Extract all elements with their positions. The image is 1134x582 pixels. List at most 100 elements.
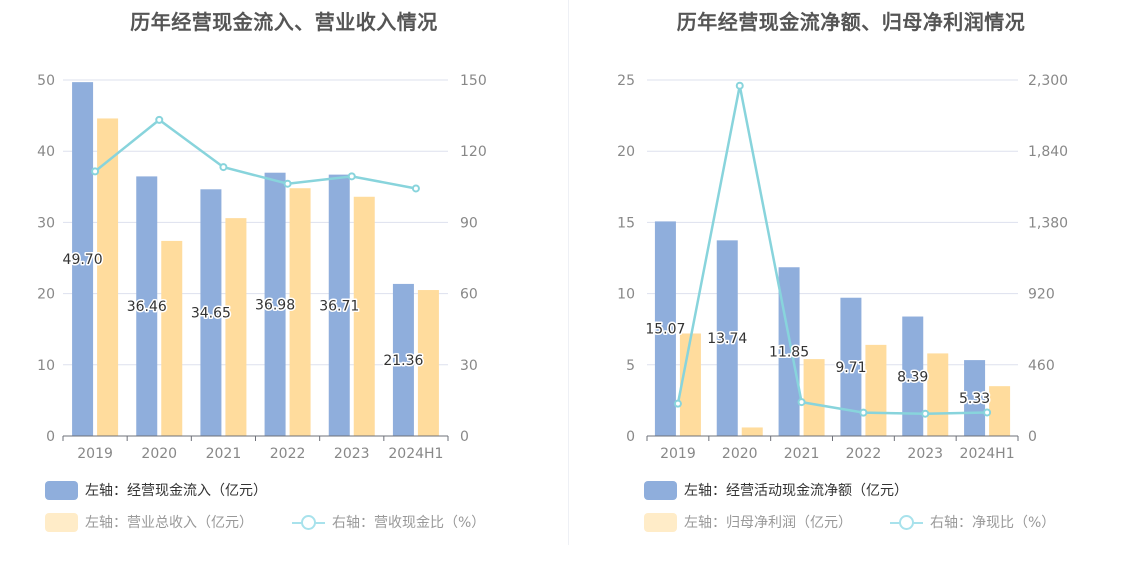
bar-series1 bbox=[264, 172, 286, 436]
bar-series1 bbox=[392, 283, 414, 436]
y-left-tick-label: 0 bbox=[46, 429, 55, 445]
bar-data-label: 36.46 bbox=[127, 299, 167, 315]
y-left-tick-label: 5 bbox=[626, 358, 635, 374]
bar-data-label: 36.98 bbox=[255, 297, 295, 313]
bar-series2 bbox=[225, 218, 247, 436]
x-tick-label: 2019 bbox=[660, 446, 696, 462]
chart-title: 历年经营现金流净额、归母净利润情况 bbox=[676, 10, 1026, 34]
left-chart-svg: 0 0 10 30 20 60 30 90 40 120 50 150 2019 2020 2021 2022… bbox=[37, 73, 487, 462]
right-chart-svg: 0 0 5 460 10 920 15 1,380 20 1,840 25 2,300 2019 2020… bbox=[617, 73, 1068, 462]
line-series bbox=[94, 118, 417, 190]
bar-series2 bbox=[417, 290, 439, 436]
bar-series1 bbox=[328, 174, 350, 436]
legend-line-icon bbox=[890, 513, 923, 532]
y-right-tick-label: 0 bbox=[460, 429, 469, 445]
bar-series2 bbox=[679, 333, 701, 436]
bar-series1 bbox=[716, 240, 738, 436]
line-series bbox=[676, 85, 988, 415]
left-chart-panel: 历年经营现金流入、营业收入情况 0 0 10 30 20 60 30 90 40 120 50 150… bbox=[37, 10, 487, 532]
bar-data-label: 11.85 bbox=[769, 345, 809, 361]
bar-data-label: 49.70 bbox=[63, 252, 103, 268]
line-point bbox=[735, 81, 744, 90]
legend-item-net-cash-ratio[interactable]: 右轴：净现比（%） bbox=[890, 512, 1055, 532]
legend-item-net-cash-flow[interactable]: 左轴：经营活动现金流净额（亿元） bbox=[644, 480, 908, 500]
legend-label: 左轴：经营现金流入（亿元） bbox=[85, 483, 267, 499]
chart-title: 历年经营现金流入、营业收入情况 bbox=[130, 10, 438, 34]
bar-series2 bbox=[741, 427, 763, 436]
bar-data-label: 5.33 bbox=[959, 391, 990, 407]
y-right-tick-label: 460 bbox=[1028, 358, 1055, 374]
x-tick-label: 2020 bbox=[722, 446, 758, 462]
line-point bbox=[859, 408, 868, 417]
bar-series1 bbox=[136, 176, 158, 437]
bar-series1 bbox=[654, 221, 676, 436]
x-tick-label: 2021 bbox=[206, 446, 242, 462]
legend-swatch bbox=[45, 512, 78, 532]
line-point bbox=[283, 179, 292, 188]
y-left-tick-label: 0 bbox=[626, 429, 635, 445]
line-point bbox=[155, 115, 164, 124]
bar-data-label: 13.74 bbox=[707, 331, 747, 347]
x-tick-label: 2020 bbox=[141, 446, 177, 462]
bar-series1 bbox=[964, 360, 986, 436]
legend-item-revenue[interactable]: 左轴：营业总收入（亿元） bbox=[45, 512, 253, 532]
y-left-tick-label: 15 bbox=[617, 215, 635, 231]
y-right-tick-label: 1,840 bbox=[1028, 144, 1068, 160]
y-right-tick-label: 120 bbox=[460, 144, 487, 160]
bar-series2 bbox=[927, 353, 949, 436]
line-point bbox=[921, 409, 930, 418]
y-left-tick-label: 10 bbox=[37, 358, 55, 374]
y-right-tick-label: 2,300 bbox=[1028, 73, 1068, 89]
line-point bbox=[91, 167, 100, 176]
x-tick-label: 2023 bbox=[907, 446, 943, 462]
legend-item-net-profit[interactable]: 左轴：归母净利润（亿元） bbox=[644, 512, 852, 532]
x-tick-label: 2019 bbox=[77, 446, 113, 462]
bar-series2 bbox=[865, 344, 887, 436]
line-point bbox=[411, 184, 420, 193]
x-tick-label: 2022 bbox=[270, 446, 306, 462]
line-point bbox=[347, 172, 356, 181]
legend-item-cash-inflow[interactable]: 左轴：经营现金流入（亿元） bbox=[45, 480, 267, 500]
bar-series2 bbox=[803, 359, 825, 436]
y-right-tick-label: 920 bbox=[1028, 287, 1055, 303]
line-point bbox=[673, 399, 682, 408]
x-tick-label: 2023 bbox=[334, 446, 370, 462]
line-point bbox=[983, 408, 992, 417]
legend-swatch bbox=[644, 512, 677, 532]
bar-series2 bbox=[989, 386, 1011, 436]
bar-series2 bbox=[353, 196, 375, 436]
y-right-tick-label: 90 bbox=[460, 215, 478, 231]
bar-series1 bbox=[200, 189, 222, 436]
y-left-tick-label: 25 bbox=[617, 73, 635, 89]
y-left-tick-label: 30 bbox=[37, 215, 55, 231]
y-left-tick-label: 50 bbox=[37, 73, 55, 89]
legend-line-icon bbox=[292, 513, 325, 532]
right-chart-panel: 历年经营现金流净额、归母净利润情况 0 0 5 460 10 920 15 1,380 20 1,… bbox=[568, 0, 1134, 582]
bar-series2 bbox=[97, 118, 119, 436]
x-tick-label: 2024H1 bbox=[388, 446, 443, 462]
legend-swatch bbox=[644, 480, 677, 500]
bar-data-label: 36.71 bbox=[319, 298, 359, 314]
x-tick-label: 2024H1 bbox=[960, 446, 1015, 462]
x-tick-label: 2021 bbox=[784, 446, 820, 462]
legend-swatch bbox=[45, 480, 78, 500]
bar-series1 bbox=[72, 82, 94, 437]
y-left-tick-label: 20 bbox=[617, 144, 635, 160]
legend-item-ratio[interactable]: 右轴：营收现金比（%） bbox=[292, 512, 485, 532]
x-tick-label: 2022 bbox=[846, 446, 882, 462]
legend-label: 左轴：归母净利润（亿元） bbox=[684, 515, 852, 531]
y-right-tick-label: 60 bbox=[460, 287, 478, 303]
legend-label: 左轴：营业总收入（亿元） bbox=[85, 515, 253, 531]
bar-series2 bbox=[289, 188, 311, 436]
bar-series1 bbox=[902, 316, 924, 436]
y-left-tick-label: 10 bbox=[617, 287, 635, 303]
legend-label: 右轴：净现比（%） bbox=[930, 515, 1056, 531]
bar-data-label: 8.39 bbox=[897, 369, 928, 385]
y-left-tick-label: 40 bbox=[37, 144, 55, 160]
bar-series2 bbox=[161, 240, 183, 436]
legend-label: 左轴：经营活动现金流净额（亿元） bbox=[684, 483, 908, 499]
bar-data-label: 9.71 bbox=[835, 360, 866, 376]
bar-data-label: 34.65 bbox=[191, 306, 231, 322]
panel-divider bbox=[568, 0, 569, 545]
